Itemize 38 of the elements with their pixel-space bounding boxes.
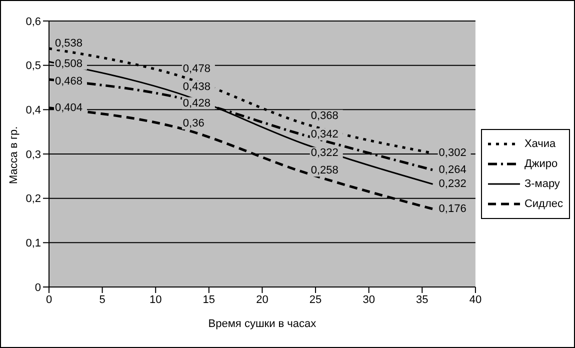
x-tick-label: 30 <box>362 294 375 306</box>
legend-label: Сидлес <box>524 198 563 210</box>
y-tick-label: 0,1 <box>26 238 41 250</box>
data-label: 0,232 <box>438 178 466 190</box>
data-label: 0,322 <box>310 147 338 160</box>
x-axis-title: Время сушки в часах <box>208 318 317 330</box>
x-tick-label: 35 <box>416 294 428 306</box>
data-label: 0,478 <box>182 63 210 76</box>
data-label: 0,36 <box>182 117 204 130</box>
legend-label: Джиро <box>524 158 558 170</box>
x-tick-label: 0 <box>46 294 52 306</box>
y-tick-label: 0,6 <box>26 16 41 28</box>
data-label: 0,428 <box>182 97 210 110</box>
x-tick-label: 5 <box>99 294 106 306</box>
x-tick-label: 40 <box>469 294 482 306</box>
data-label: 0,468 <box>55 76 83 88</box>
legend-label: З-мару <box>524 178 560 190</box>
data-label: 0,258 <box>310 164 338 177</box>
data-label: 0,368 <box>310 110 338 122</box>
x-tick-label: 10 <box>149 294 162 306</box>
x-tick-label: 20 <box>256 294 268 306</box>
y-tick-label: 0,4 <box>26 104 41 117</box>
data-label: 0,538 <box>55 37 83 50</box>
data-label: 0,302 <box>438 147 466 160</box>
data-label: 0,438 <box>182 80 210 93</box>
data-label: 0,176 <box>438 202 466 215</box>
y-tick-label: 0 <box>34 282 41 294</box>
y-axis-title: Масса в гр. <box>8 126 20 184</box>
y-tick-label: 0,2 <box>26 193 41 206</box>
x-tick-label: 15 <box>202 294 216 306</box>
legend-label: Хачиа <box>524 138 556 150</box>
data-label: 0,508 <box>55 58 83 70</box>
y-tick-label: 0,3 <box>26 148 41 161</box>
y-tick-label: 0,5 <box>26 60 41 72</box>
data-label: 0,404 <box>55 102 83 114</box>
data-label: 0,264 <box>438 164 466 176</box>
data-label: 0,342 <box>310 128 338 140</box>
x-tick-label: 25 <box>309 294 322 306</box>
